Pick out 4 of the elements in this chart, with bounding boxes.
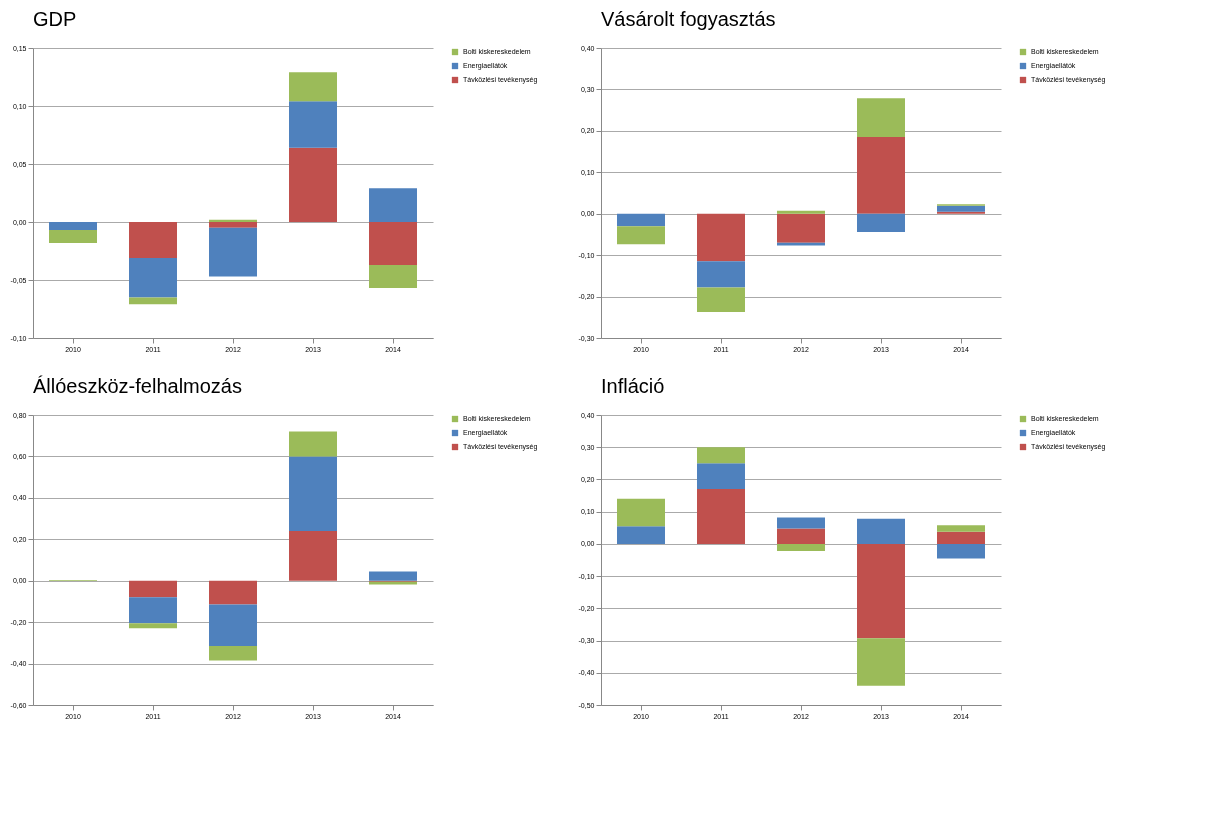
chart-title: Állóeszköz-felhalmozás <box>33 375 242 397</box>
chart-title: Vásárolt fogyasztás <box>601 8 776 30</box>
chart-title: GDP <box>33 8 77 30</box>
chart-title: Infláció <box>601 375 665 397</box>
